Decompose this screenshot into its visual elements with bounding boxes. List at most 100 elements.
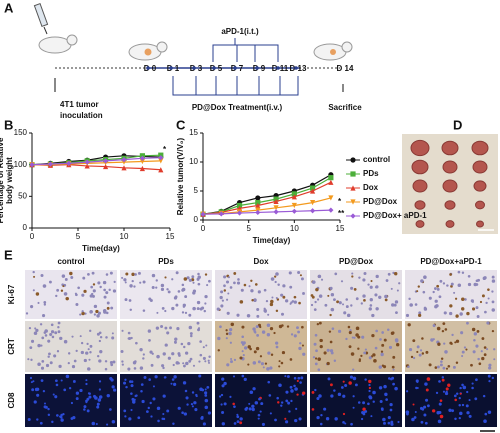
cell xyxy=(378,386,383,390)
cell xyxy=(99,285,102,289)
tumor xyxy=(410,139,430,157)
cell xyxy=(352,368,355,371)
cell xyxy=(466,311,470,316)
cell xyxy=(230,360,233,364)
cell xyxy=(31,388,35,392)
cell xyxy=(127,367,131,371)
micrograph xyxy=(310,321,402,372)
cell xyxy=(109,360,113,365)
cell xyxy=(247,363,250,366)
cell xyxy=(80,350,84,355)
cell xyxy=(476,329,480,333)
cell xyxy=(422,290,426,294)
cell xyxy=(329,313,332,317)
cell xyxy=(348,381,352,385)
cell xyxy=(310,294,314,297)
cell xyxy=(297,330,300,334)
cell xyxy=(56,350,60,353)
cell xyxy=(444,391,449,396)
cell xyxy=(455,339,460,343)
cell xyxy=(48,352,51,356)
x-axis-label: Time(day) xyxy=(253,236,291,245)
cell xyxy=(242,354,245,357)
cell xyxy=(82,276,86,280)
cell xyxy=(81,293,85,297)
cell xyxy=(296,393,299,396)
cell xyxy=(88,395,92,399)
day-label: D 11 xyxy=(272,64,289,73)
cell xyxy=(488,380,491,383)
cell xyxy=(265,300,269,303)
cell xyxy=(229,286,233,289)
cell xyxy=(278,383,282,388)
cell xyxy=(95,422,98,426)
cell xyxy=(243,283,247,287)
cell xyxy=(450,282,454,286)
cell xyxy=(314,388,317,392)
cell xyxy=(90,285,94,289)
marker xyxy=(158,167,164,173)
cell xyxy=(449,273,452,276)
cell xyxy=(373,359,377,363)
cell xyxy=(352,376,357,381)
micrograph xyxy=(310,270,402,319)
cell xyxy=(200,415,204,419)
day-label: D 7 xyxy=(231,64,244,73)
cell xyxy=(195,395,198,398)
cell xyxy=(60,379,63,382)
cell xyxy=(391,365,395,369)
cell xyxy=(216,307,220,311)
cell xyxy=(51,420,54,424)
cell xyxy=(461,354,464,358)
bracket xyxy=(212,38,279,62)
cell xyxy=(87,273,90,276)
cell xyxy=(89,351,92,354)
cell xyxy=(350,286,354,290)
cell xyxy=(197,327,201,330)
cell xyxy=(223,289,227,292)
series-line xyxy=(202,174,332,215)
cell xyxy=(453,394,457,398)
cell xyxy=(208,279,211,283)
cell xyxy=(382,417,386,422)
cell xyxy=(189,332,193,335)
cell xyxy=(56,288,60,292)
cell xyxy=(99,349,103,354)
cell xyxy=(453,291,456,294)
marker xyxy=(328,195,334,201)
legend-label: Dox xyxy=(363,183,379,192)
cell xyxy=(440,357,444,360)
cell xyxy=(129,284,133,288)
cell xyxy=(409,303,413,307)
cell xyxy=(103,295,107,299)
cell xyxy=(225,337,228,340)
day-dot xyxy=(255,66,259,70)
day-label: D 3 xyxy=(190,64,203,73)
cell xyxy=(428,363,432,367)
cell xyxy=(467,274,471,278)
cell xyxy=(302,391,306,395)
cell xyxy=(351,275,354,278)
cell xyxy=(184,389,188,393)
cell xyxy=(481,294,485,298)
cell xyxy=(476,314,480,318)
cell xyxy=(98,359,102,363)
marker xyxy=(310,208,316,214)
day-label: D 5 xyxy=(210,64,223,73)
cell xyxy=(484,310,487,314)
cell xyxy=(432,338,435,341)
cell xyxy=(173,375,177,379)
cell xyxy=(436,365,440,369)
cell xyxy=(98,380,102,383)
cell xyxy=(387,328,390,331)
cell xyxy=(342,412,346,416)
column-label: Dox xyxy=(253,257,269,266)
cell xyxy=(172,422,175,425)
cell xyxy=(273,331,276,335)
cell xyxy=(223,381,227,386)
cell xyxy=(142,353,145,356)
cell xyxy=(419,349,423,352)
cell xyxy=(110,306,114,310)
cell xyxy=(287,401,291,405)
cell xyxy=(130,408,133,412)
